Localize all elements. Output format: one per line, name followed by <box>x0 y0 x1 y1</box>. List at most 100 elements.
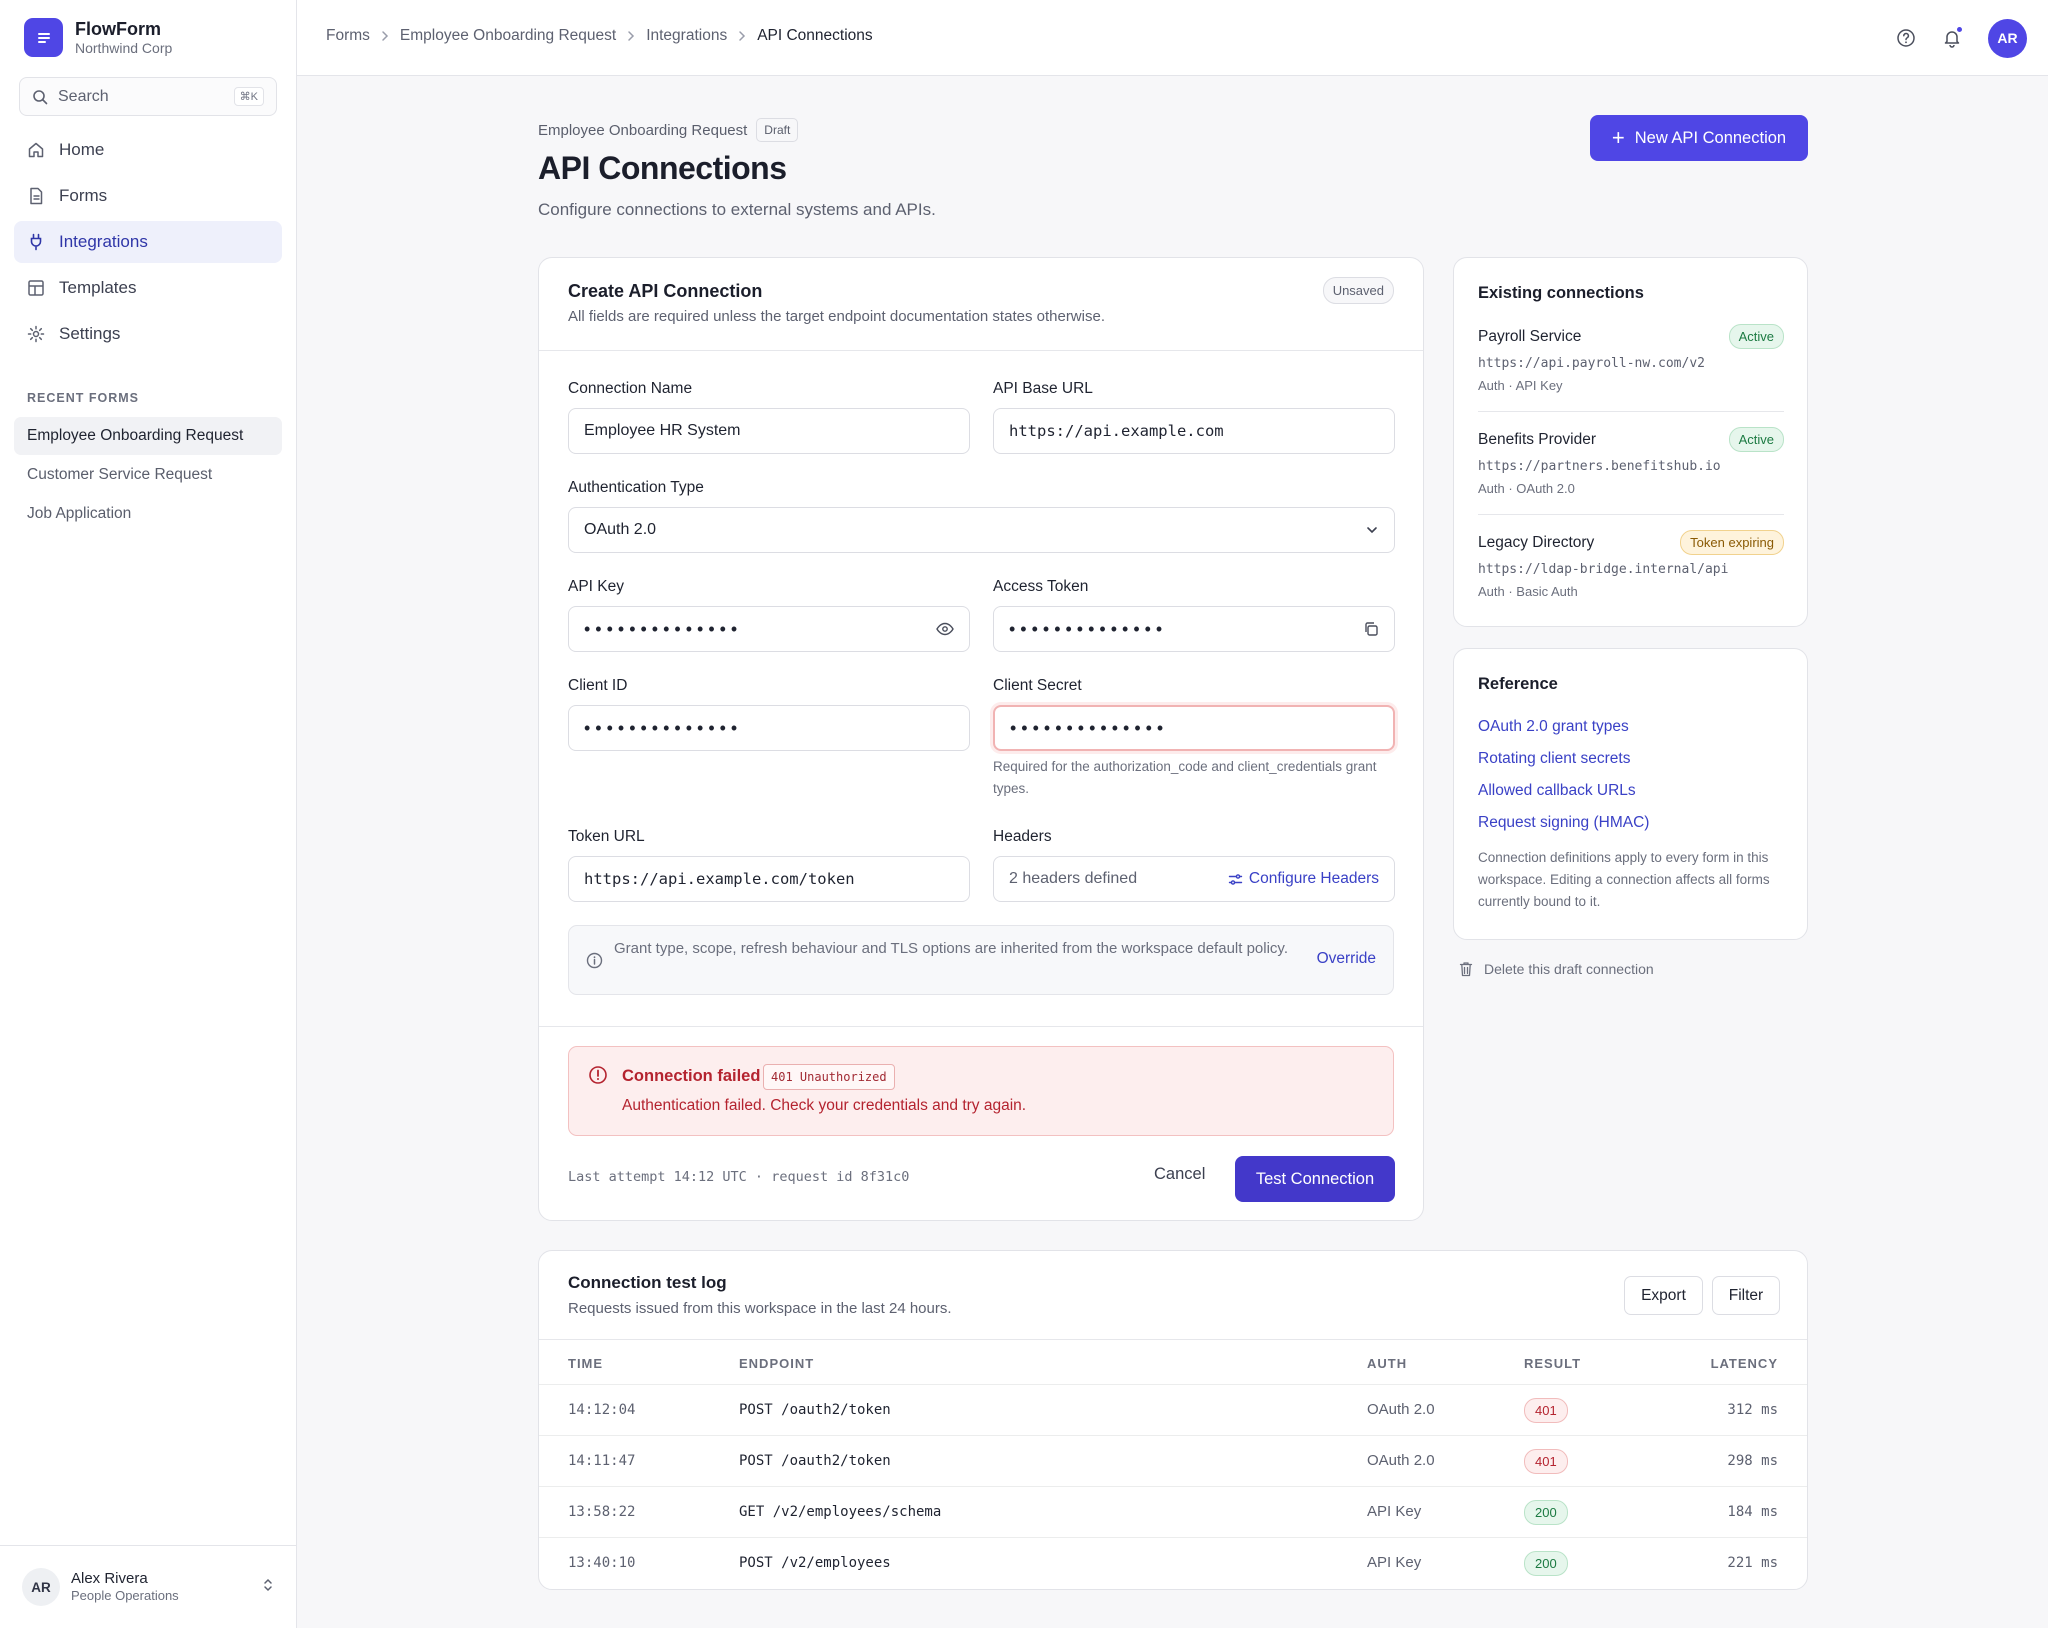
existing-connections-card: Existing connections Payroll Service htt… <box>1453 257 1808 627</box>
recent-form-item[interactable]: Employee Onboarding Request <box>14 417 282 455</box>
form-context: Employee Onboarding Request Draft <box>538 118 798 142</box>
reference-link[interactable]: Request signing (HMAC) <box>1478 807 1649 839</box>
cell-auth: API Key <box>1367 1554 1421 1571</box>
notification-dot <box>1956 26 1963 33</box>
help-icon <box>1896 28 1916 48</box>
copy-icon[interactable] <box>1363 621 1379 637</box>
form-name: Employee Onboarding Request <box>538 122 747 139</box>
chevron-right-icon <box>381 30 389 42</box>
error-code: 401 Unauthorized <box>763 1064 895 1090</box>
chevron-right-icon <box>627 30 635 42</box>
table-row[interactable]: 13:58:22 GET /v2/employees/schema API Ke… <box>539 1486 1807 1537</box>
table-row[interactable]: 14:11:47 POST /oauth2/token OAuth 2.0 40… <box>539 1435 1807 1486</box>
auth-type-label: Authentication Type <box>568 479 704 497</box>
reference-link[interactable]: Rotating client secrets <box>1478 743 1649 775</box>
api-key-label: API Key <box>568 578 624 596</box>
connection-url: https://partners.benefitshub.io <box>1478 459 1784 474</box>
error-message: Authentication failed. Check your creden… <box>622 1097 1026 1115</box>
recent-form-item[interactable]: Job Application <box>14 495 282 533</box>
avatar[interactable]: AR <box>1988 19 2027 58</box>
test-connection-button[interactable]: Test Connection <box>1235 1156 1395 1202</box>
client-secret-hint: Required for the authorization_code and … <box>993 756 1383 800</box>
sidebar-item-templates[interactable]: Templates <box>14 267 282 309</box>
user-menu[interactable]: AR Alex Rivera People Operations <box>0 1545 296 1628</box>
client-id-input[interactable]: •••••••••••••• <box>568 705 970 751</box>
api-key-input[interactable]: •••••••••••••• <box>568 606 970 652</box>
cell-latency: 312 ms <box>1727 1402 1778 1418</box>
app-name: FlowForm <box>75 18 172 40</box>
create-connection-card: Create API Connection All fields are req… <box>538 257 1424 1221</box>
connection-name-input[interactable]: Employee HR System <box>568 408 970 454</box>
cancel-button[interactable]: Cancel <box>1154 1165 1205 1184</box>
api-base-url-input[interactable]: https://api.example.com <box>993 408 1395 454</box>
divider <box>539 1339 1807 1340</box>
reference-link[interactable]: Allowed callback URLs <box>1478 775 1649 807</box>
connection-url: https://ldap-bridge.internal/api <box>1478 562 1784 577</box>
filter-button[interactable]: Filter <box>1712 1276 1780 1315</box>
connection-auth: Auth · API Key <box>1478 378 1784 393</box>
breadcrumb-item[interactable]: Forms <box>326 27 370 45</box>
new-api-connection-button[interactable]: + New API Connection <box>1590 115 1808 161</box>
reference-link[interactable]: OAuth 2.0 grant types <box>1478 711 1649 743</box>
headers-count: 2 headers defined <box>1009 870 1137 888</box>
info-icon <box>586 952 603 974</box>
cell-latency: 298 ms <box>1727 1453 1778 1469</box>
cell-latency: 221 ms <box>1727 1555 1778 1571</box>
auth-type-select[interactable]: OAuth 2.0 <box>568 507 1395 553</box>
export-button[interactable]: Export <box>1624 1276 1703 1315</box>
main-nav: Home Forms Integrations Templates Settin… <box>14 129 282 359</box>
client-secret-value: •••••••••••••• <box>1010 718 1378 739</box>
access-token-value: •••••••••••••• <box>1009 619 1363 640</box>
cell-endpoint: POST /oauth2/token <box>739 1402 891 1418</box>
status-badge: Token expiring <box>1680 530 1784 555</box>
connection-error-alert: Connection failed 401 Unauthorized Authe… <box>568 1046 1394 1136</box>
help-button[interactable] <box>1886 18 1926 58</box>
error-title: Connection failed <box>622 1067 760 1086</box>
sidebar-item-integrations[interactable]: Integrations <box>14 221 282 263</box>
sidebar-item-label: Integrations <box>59 232 148 252</box>
access-token-input[interactable]: •••••••••••••• <box>993 606 1395 652</box>
cell-time: 13:40:10 <box>568 1555 635 1571</box>
reference-links: OAuth 2.0 grant types Rotating client se… <box>1478 711 1649 839</box>
result-badge: 200 <box>1524 1500 1568 1525</box>
sidebar-item-settings[interactable]: Settings <box>14 313 282 355</box>
client-secret-label: Client Secret <box>993 677 1082 695</box>
table-row[interactable]: 13:40:10 POST /v2/employees API Key 200 … <box>539 1537 1807 1588</box>
connection-item[interactable]: Benefits Provider https://partners.benef… <box>1478 431 1784 496</box>
search-icon <box>32 89 48 105</box>
connection-name-value: Employee HR System <box>584 422 741 440</box>
sidebar-item-home[interactable]: Home <box>14 129 282 171</box>
cell-auth: OAuth 2.0 <box>1367 1401 1435 1418</box>
chevron-right-icon <box>738 30 746 42</box>
token-url-value: https://api.example.com/token <box>584 870 855 888</box>
api-key-value: •••••••••••••• <box>584 619 936 640</box>
status-badge: Unsaved <box>1323 277 1394 304</box>
brand[interactable]: FlowForm Northwind Corp <box>24 18 172 57</box>
connection-item[interactable]: Payroll Service https://api.payroll-nw.c… <box>1478 328 1784 393</box>
client-secret-input[interactable]: •••••••••••••• <box>993 705 1395 751</box>
breadcrumb-item[interactable]: Employee Onboarding Request <box>400 27 616 45</box>
token-url-input[interactable]: https://api.example.com/token <box>568 856 970 902</box>
sidebar-item-forms[interactable]: Forms <box>14 175 282 217</box>
delete-draft-label: Delete this draft connection <box>1484 961 1654 977</box>
connection-auth: Auth · Basic Auth <box>1478 584 1784 599</box>
breadcrumb-item[interactable]: Integrations <box>646 27 727 45</box>
recent-form-item[interactable]: Customer Service Request <box>14 456 282 494</box>
eye-icon[interactable] <box>936 622 954 636</box>
table-row[interactable]: 14:12:04 POST /oauth2/token OAuth 2.0 40… <box>539 1384 1807 1435</box>
override-button[interactable]: Override <box>1317 950 1376 968</box>
home-icon <box>27 141 45 159</box>
sidebar-item-label: Home <box>59 140 104 160</box>
cell-endpoint: POST /v2/employees <box>739 1555 891 1571</box>
policy-info-box: Grant type, scope, refresh behaviour and… <box>568 925 1394 995</box>
connection-test-log-card: Connection test log Requests issued from… <box>538 1250 1808 1590</box>
connection-url: https://api.payroll-nw.com/v2 <box>1478 356 1784 371</box>
token-url-label: Token URL <box>568 828 645 846</box>
delete-draft-button[interactable]: Delete this draft connection <box>1459 961 1654 977</box>
notifications-button[interactable] <box>1932 18 1972 58</box>
search-input[interactable]: Search ⌘K <box>19 77 277 116</box>
configure-headers-button[interactable]: Configure Headers <box>1228 870 1379 888</box>
connection-item[interactable]: Legacy Directory https://ldap-bridge.int… <box>1478 534 1784 599</box>
cell-auth: OAuth 2.0 <box>1367 1452 1435 1469</box>
topbar-actions: AR <box>1886 18 2027 58</box>
